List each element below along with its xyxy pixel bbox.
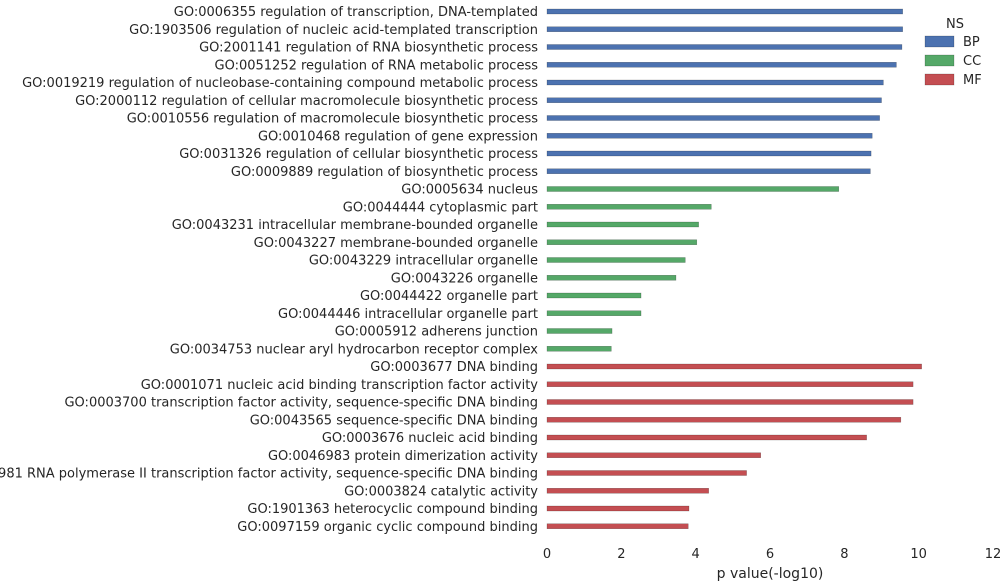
legend-label-mf: MF [963, 73, 982, 88]
category-label: GO:0000981 RNA polymerase II transcripti… [0, 467, 538, 482]
bar-mf [546, 470, 747, 476]
category-label: GO:0051252 regulation of RNA metabolic p… [215, 58, 539, 73]
legend-label-cc: CC [963, 54, 981, 69]
bar-bp [546, 97, 882, 103]
bar-bp [546, 62, 897, 68]
category-label: GO:1901363 heterocyclic compound binding [247, 502, 538, 517]
legend-swatch-mf [924, 73, 955, 86]
category-label: GO:0019219 regulation of nucleobase-cont… [22, 76, 538, 91]
bar-cc [546, 204, 712, 210]
legend-title: NS [946, 17, 964, 32]
category-label: GO:0001071 nucleic acid binding transcri… [141, 378, 539, 393]
bar-cc [546, 221, 699, 228]
x-tick-label: 4 [692, 547, 700, 562]
legend-swatch-cc [924, 54, 955, 67]
bar-bp [546, 168, 871, 174]
category-label: GO:0010556 regulation of macromolecule b… [127, 112, 538, 127]
bar-mf [546, 523, 689, 529]
category-label: GO:0006355 regulation of transcription, … [174, 5, 538, 20]
bar-cc [546, 292, 642, 299]
category-label: GO:0044422 organelle part [360, 289, 538, 304]
category-label: GO:0044446 intracellular organelle part [278, 307, 538, 322]
category-label: GO:0043231 intracellular membrane-bounde… [172, 218, 538, 233]
bar-mf [546, 488, 709, 494]
category-label: GO:2001141 regulation of RNA biosyntheti… [199, 41, 538, 56]
bar-mf [546, 363, 922, 370]
legend-label-bp: BP [963, 35, 980, 50]
x-tick-label: 0 [543, 547, 551, 562]
bar-bp [546, 26, 903, 32]
bar-cc [546, 275, 677, 281]
x-tick-label: 8 [840, 547, 848, 562]
category-label: GO:0003824 catalytic activity [344, 484, 538, 499]
bar-bp [546, 8, 903, 15]
bar-cc [546, 310, 642, 316]
bar-cc [546, 346, 612, 352]
bar-mf [546, 381, 914, 387]
bar-cc [546, 186, 840, 192]
category-label: GO:0044444 cytoplasmic part [343, 200, 538, 215]
category-label: GO:0010468 regulation of gene expression [258, 129, 538, 144]
bar-bp [546, 150, 872, 157]
category-label: GO:0003677 DNA binding [370, 360, 538, 375]
category-label: GO:0009889 regulation of biosynthetic pr… [231, 165, 538, 180]
category-label: GO:1903506 regulation of nucleic acid-te… [129, 23, 538, 38]
bar-cc [546, 257, 686, 263]
x-tick-label: 6 [766, 547, 774, 562]
bars [546, 8, 922, 529]
bar-mf [546, 434, 867, 441]
x-tick-label: 10 [910, 547, 927, 562]
category-label: GO:0043565 sequence-specific DNA binding [250, 413, 538, 428]
category-labels: GO:0006355 regulation of transcription, … [0, 5, 538, 535]
bar-mf [546, 505, 690, 512]
category-label: GO:0005912 adherens junction [335, 325, 538, 340]
category-label: GO:0003676 nucleic acid binding [322, 431, 538, 446]
x-tick-label: 2 [617, 547, 625, 562]
category-label: GO:0043229 intracellular organelle [309, 254, 538, 269]
bar-mf [546, 417, 902, 423]
x-axis: 0 2 4 6 8 10 12 [543, 547, 1001, 562]
x-tick-label: 12 [985, 547, 1002, 562]
legend: NS BP CC MF [924, 17, 982, 88]
bar-mf [546, 399, 914, 405]
category-label: GO:0031326 regulation of cellular biosyn… [179, 147, 538, 162]
bar-cc [546, 328, 613, 334]
category-label: GO:0043227 membrane-bounded organelle [254, 236, 538, 251]
category-label: GO:0043226 organelle [391, 271, 538, 286]
category-label: GO:0046983 protein dimerization activity [268, 449, 538, 464]
bar-bp [546, 115, 880, 121]
category-label: GO:0034753 nuclear aryl hydrocarbon rece… [170, 342, 539, 357]
legend-swatch-bp [924, 35, 955, 48]
bar-bp [546, 44, 903, 50]
category-label: GO:2000112 regulation of cellular macrom… [75, 94, 538, 109]
category-label: GO:0005634 nucleus [401, 183, 538, 198]
category-label: GO:0097159 organic cyclic compound bindi… [237, 520, 538, 535]
bar-mf [546, 452, 761, 458]
category-label: GO:0003700 transcription factor activity… [64, 396, 538, 411]
x-axis-title: p value(-log10) [717, 566, 824, 582]
bar-bp [546, 133, 873, 139]
bar-bp [546, 79, 884, 86]
bar-cc [546, 239, 698, 245]
